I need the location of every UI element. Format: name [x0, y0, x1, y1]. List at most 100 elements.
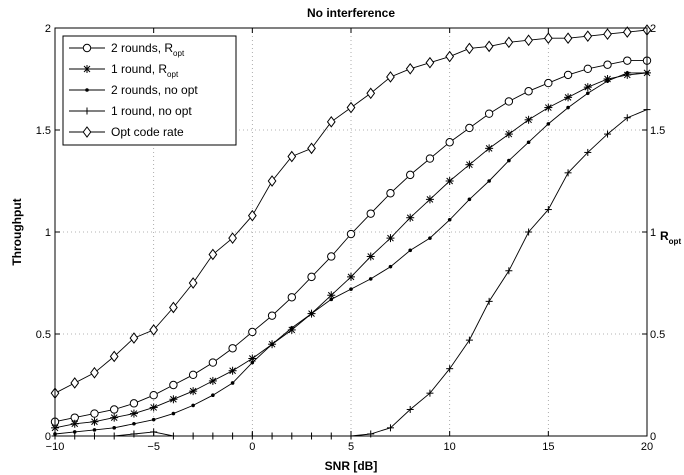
data-point	[583, 30, 593, 42]
data-point	[625, 71, 630, 75]
data-point	[603, 28, 612, 40]
legend-label: 2 rounds, Ropt	[111, 41, 185, 58]
legend-marker	[85, 88, 89, 92]
series-3	[53, 71, 649, 436]
data-point	[366, 252, 375, 261]
data-point	[72, 430, 77, 434]
data-point	[270, 342, 274, 347]
data-point	[208, 358, 218, 367]
data-point	[484, 40, 494, 53]
data-point	[386, 424, 394, 432]
data-point	[524, 34, 533, 47]
data-point	[406, 213, 415, 222]
data-point	[428, 236, 432, 240]
data-point	[484, 109, 494, 118]
data-point	[349, 287, 353, 291]
data-point	[445, 177, 454, 185]
data-point	[208, 376, 217, 385]
data-point	[366, 209, 375, 218]
data-point	[70, 377, 80, 389]
data-point	[524, 87, 533, 96]
data-point	[132, 421, 136, 426]
data-point	[267, 311, 277, 320]
data-point	[425, 154, 435, 163]
legend-label-sub: opt	[167, 70, 179, 79]
data-point	[327, 252, 336, 261]
data-point	[287, 325, 296, 334]
data-point	[564, 169, 572, 177]
data-point	[425, 56, 435, 69]
data-point	[267, 175, 277, 187]
legend-marker	[82, 43, 92, 53]
data-point	[287, 293, 296, 302]
data-point	[465, 123, 474, 133]
legend-label: Opt code rate	[111, 125, 184, 139]
legend-box	[62, 35, 237, 146]
x-tick-label: −5	[147, 441, 160, 453]
data-point	[248, 327, 257, 337]
data-point	[544, 206, 552, 214]
data-point	[129, 332, 139, 344]
data-point	[169, 395, 178, 404]
data-point	[250, 360, 255, 365]
data-point	[247, 209, 257, 222]
data-point	[228, 366, 237, 375]
data-point	[188, 370, 198, 379]
data-point	[586, 91, 590, 96]
data-point	[623, 114, 631, 122]
y2-tick-label: 1.5	[650, 125, 665, 137]
data-point	[290, 326, 294, 330]
legend-label: 1 round, no opt	[111, 104, 192, 118]
data-point	[366, 87, 376, 100]
data-point	[110, 413, 119, 422]
data-point	[465, 336, 473, 344]
x-tick-label: 15	[542, 441, 554, 453]
data-point	[546, 122, 551, 126]
data-point	[605, 79, 610, 83]
y2-tick-label: 0	[650, 431, 656, 443]
data-point	[347, 272, 355, 281]
data-point	[544, 78, 553, 88]
data-point	[408, 248, 413, 253]
legend-label-main: 2 rounds, R	[111, 41, 173, 55]
y2-axis-label: Ropt	[660, 229, 681, 246]
data-point	[386, 189, 395, 198]
data-point	[583, 83, 592, 92]
y-tick-label: 2	[45, 23, 51, 35]
data-point	[92, 428, 97, 432]
data-point	[525, 228, 533, 236]
data-point	[129, 409, 138, 418]
series-5	[50, 24, 652, 399]
y2-tick-label: 0.5	[650, 329, 665, 341]
data-point	[504, 130, 513, 139]
data-point	[505, 267, 513, 275]
data-point	[171, 411, 176, 416]
x-axis-label: SNR [dB]	[325, 459, 378, 473]
data-point	[564, 93, 573, 102]
data-point	[327, 291, 336, 300]
data-point	[406, 170, 415, 180]
y2-tick-label: 2	[650, 23, 656, 35]
data-point	[544, 103, 553, 112]
y2-tick-label: 1	[650, 227, 656, 239]
data-point	[368, 277, 373, 281]
data-point	[70, 419, 79, 428]
data-point	[622, 26, 632, 38]
x-tick-label: 10	[444, 441, 456, 453]
data-point	[445, 50, 455, 63]
data-point	[526, 140, 531, 145]
legend-label: 1 round, Ropt	[111, 62, 179, 79]
data-point	[543, 32, 553, 45]
x-tick-label: −10	[46, 441, 65, 453]
data-point	[90, 409, 99, 418]
data-point	[149, 324, 159, 336]
data-point	[189, 387, 198, 396]
data-point	[485, 144, 494, 153]
data-point	[228, 232, 237, 244]
data-point	[386, 234, 395, 243]
y-tick-label: 0.5	[36, 329, 51, 341]
y-tick-label: 1	[45, 227, 51, 239]
